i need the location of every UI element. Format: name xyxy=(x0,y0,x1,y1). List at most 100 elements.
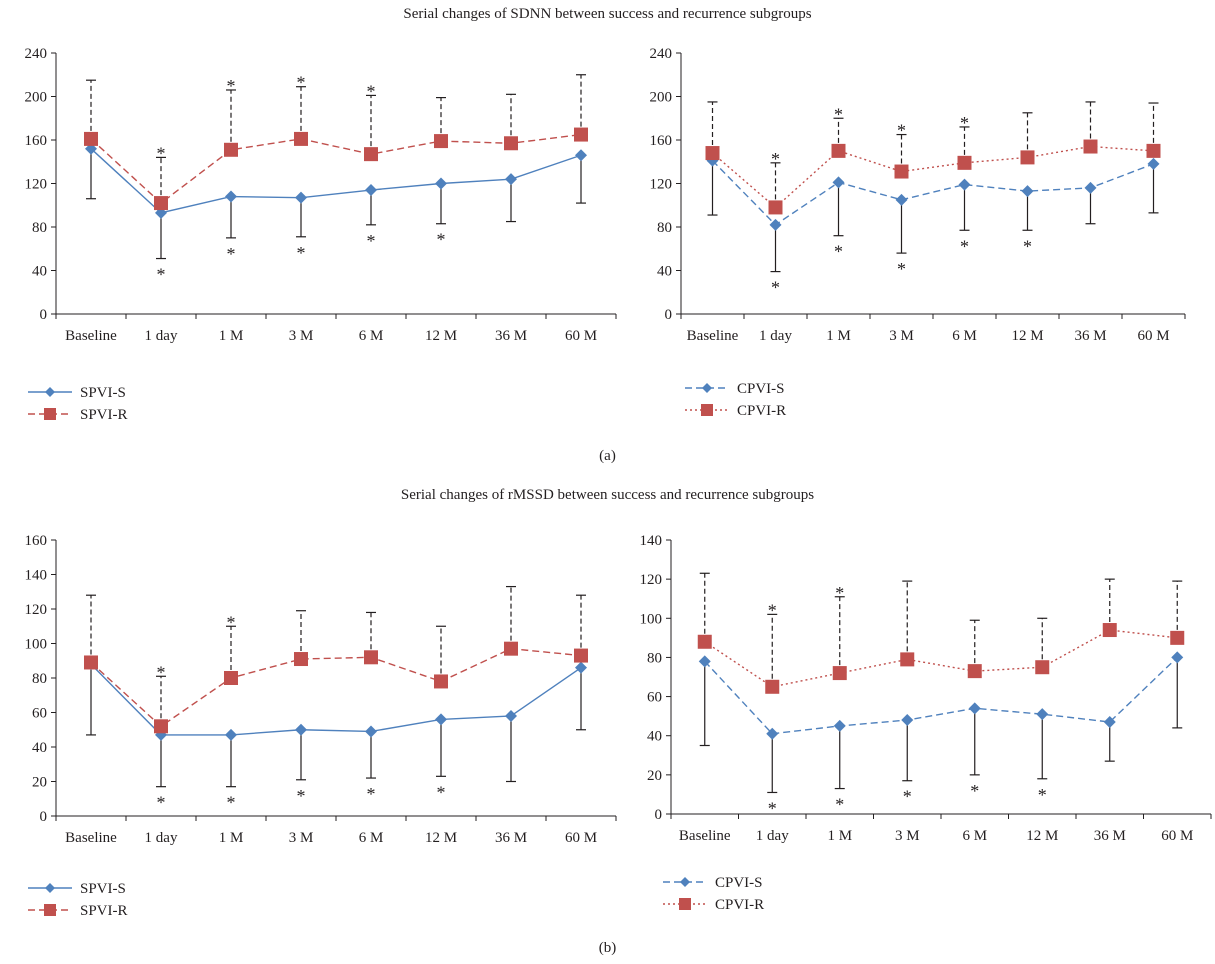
significance-star: * xyxy=(367,231,376,251)
data-point-square xyxy=(967,664,982,679)
data-point-diamond xyxy=(1021,185,1034,198)
legend-label: CPVI-R xyxy=(715,897,764,913)
data-point-diamond xyxy=(833,719,846,732)
significance-star: * xyxy=(297,786,306,806)
data-point-square xyxy=(224,142,238,157)
x-tick-label: 3 M xyxy=(889,328,914,344)
data-point-square xyxy=(434,674,448,689)
x-tick-label: 12 M xyxy=(1011,328,1043,344)
series-line-spvi-r xyxy=(90,133,582,204)
series-line-spvi-s xyxy=(90,148,582,214)
significance-star: * xyxy=(157,793,166,813)
legend-marker-square xyxy=(679,898,691,910)
significance-star: * xyxy=(834,242,843,262)
data-point-square xyxy=(1102,623,1117,638)
significance-star: * xyxy=(1023,236,1032,256)
data-point-diamond xyxy=(505,709,517,722)
x-tick-label: 36 M xyxy=(495,328,527,344)
data-point-square xyxy=(294,131,308,146)
section-title-rmssd: Serial changes of rMSSD between success … xyxy=(400,487,815,503)
series-line-spvi-s xyxy=(90,663,582,736)
y-tick-label: 240 xyxy=(25,46,48,62)
y-tick-label: 80 xyxy=(32,671,47,687)
y-tick-label: 80 xyxy=(657,220,672,236)
data-point-square xyxy=(154,196,168,211)
data-point-diamond xyxy=(895,193,908,206)
significance-star: * xyxy=(771,149,780,169)
panel-label-b: (b) xyxy=(598,940,617,956)
data-point-square xyxy=(364,147,378,162)
y-tick-label: 0 xyxy=(40,307,48,323)
legend-label: CPVI-S xyxy=(737,381,785,397)
data-point-square xyxy=(900,652,915,667)
legend-marker-diamond xyxy=(680,877,690,887)
x-tick-label: 1 M xyxy=(219,328,244,344)
y-tick-label: 160 xyxy=(25,133,48,149)
y-tick-label: 200 xyxy=(650,90,673,106)
data-point-diamond xyxy=(832,176,845,189)
x-tick-label: 12 M xyxy=(425,830,457,846)
x-tick-label: Baseline xyxy=(679,828,731,844)
series-line-cpvi-r xyxy=(704,629,1178,688)
data-point-square xyxy=(831,143,846,158)
x-tick-label: 36 M xyxy=(1094,828,1126,844)
data-point-square xyxy=(504,641,518,656)
data-point-square xyxy=(1170,630,1185,645)
x-tick-label: Baseline xyxy=(65,328,117,344)
significance-star: * xyxy=(437,782,446,802)
x-tick-label: 60 M xyxy=(1137,328,1169,344)
y-tick-label: 160 xyxy=(25,533,48,549)
series-line-cpvi-s xyxy=(712,160,1154,226)
series-line-cpvi-s xyxy=(704,656,1178,735)
series-line-spvi-r xyxy=(90,647,582,728)
section-title-sdnn: Serial changes of SDNN between success a… xyxy=(403,6,812,22)
x-tick-label: Baseline xyxy=(65,830,117,846)
data-point-square xyxy=(768,200,783,215)
legend-marker-square xyxy=(44,904,56,916)
y-tick-label: 60 xyxy=(32,706,47,722)
y-tick-label: 60 xyxy=(647,690,662,706)
data-point-square xyxy=(1020,150,1035,165)
data-point-diamond xyxy=(698,655,711,668)
data-point-square xyxy=(224,671,238,685)
significance-star: * xyxy=(835,583,844,603)
data-point-square xyxy=(705,146,720,161)
significance-star: * xyxy=(835,795,844,815)
significance-star: * xyxy=(227,76,236,96)
y-tick-label: 40 xyxy=(657,264,672,280)
y-tick-label: 160 xyxy=(650,133,673,149)
significance-star: * xyxy=(1038,785,1047,805)
series-line-cpvi-r xyxy=(712,145,1154,209)
significance-star: * xyxy=(227,244,236,264)
data-point-square xyxy=(294,652,308,667)
significance-star: * xyxy=(297,73,306,93)
data-point-square xyxy=(504,136,518,151)
legend-marker-diamond xyxy=(702,383,712,393)
y-tick-label: 120 xyxy=(640,572,663,588)
data-point-diamond xyxy=(225,190,237,203)
legend-label: SPVI-R xyxy=(80,903,128,919)
y-tick-label: 140 xyxy=(25,568,48,584)
data-point-diamond xyxy=(1036,708,1049,721)
x-tick-label: 1 M xyxy=(827,828,852,844)
data-point-diamond xyxy=(1084,181,1097,194)
chart-rmssd-cpvi: 0 20 40 60 80 100 120 140 Baseline 1 day 1 M 3 M 6 M… xyxy=(640,533,1212,913)
data-point-diamond xyxy=(155,728,167,741)
data-point-square xyxy=(1146,143,1161,158)
significance-star: * xyxy=(157,662,166,682)
y-tick-label: 0 xyxy=(655,807,663,823)
x-tick-label: 3 M xyxy=(289,328,314,344)
x-tick-label: 3 M xyxy=(289,830,314,846)
data-point-square xyxy=(574,648,588,663)
data-point-diamond xyxy=(225,728,237,741)
x-tick-label: 1 M xyxy=(826,328,851,344)
legend-marker-diamond xyxy=(45,883,55,893)
data-point-square xyxy=(434,134,448,149)
legend-label: SPVI-S xyxy=(80,881,126,897)
significance-star: * xyxy=(227,612,236,632)
x-tick-label: 60 M xyxy=(565,830,597,846)
data-point-square xyxy=(1083,139,1098,154)
x-tick-label: 3 M xyxy=(895,828,920,844)
data-point-diamond xyxy=(766,727,779,740)
y-tick-label: 0 xyxy=(665,307,673,323)
